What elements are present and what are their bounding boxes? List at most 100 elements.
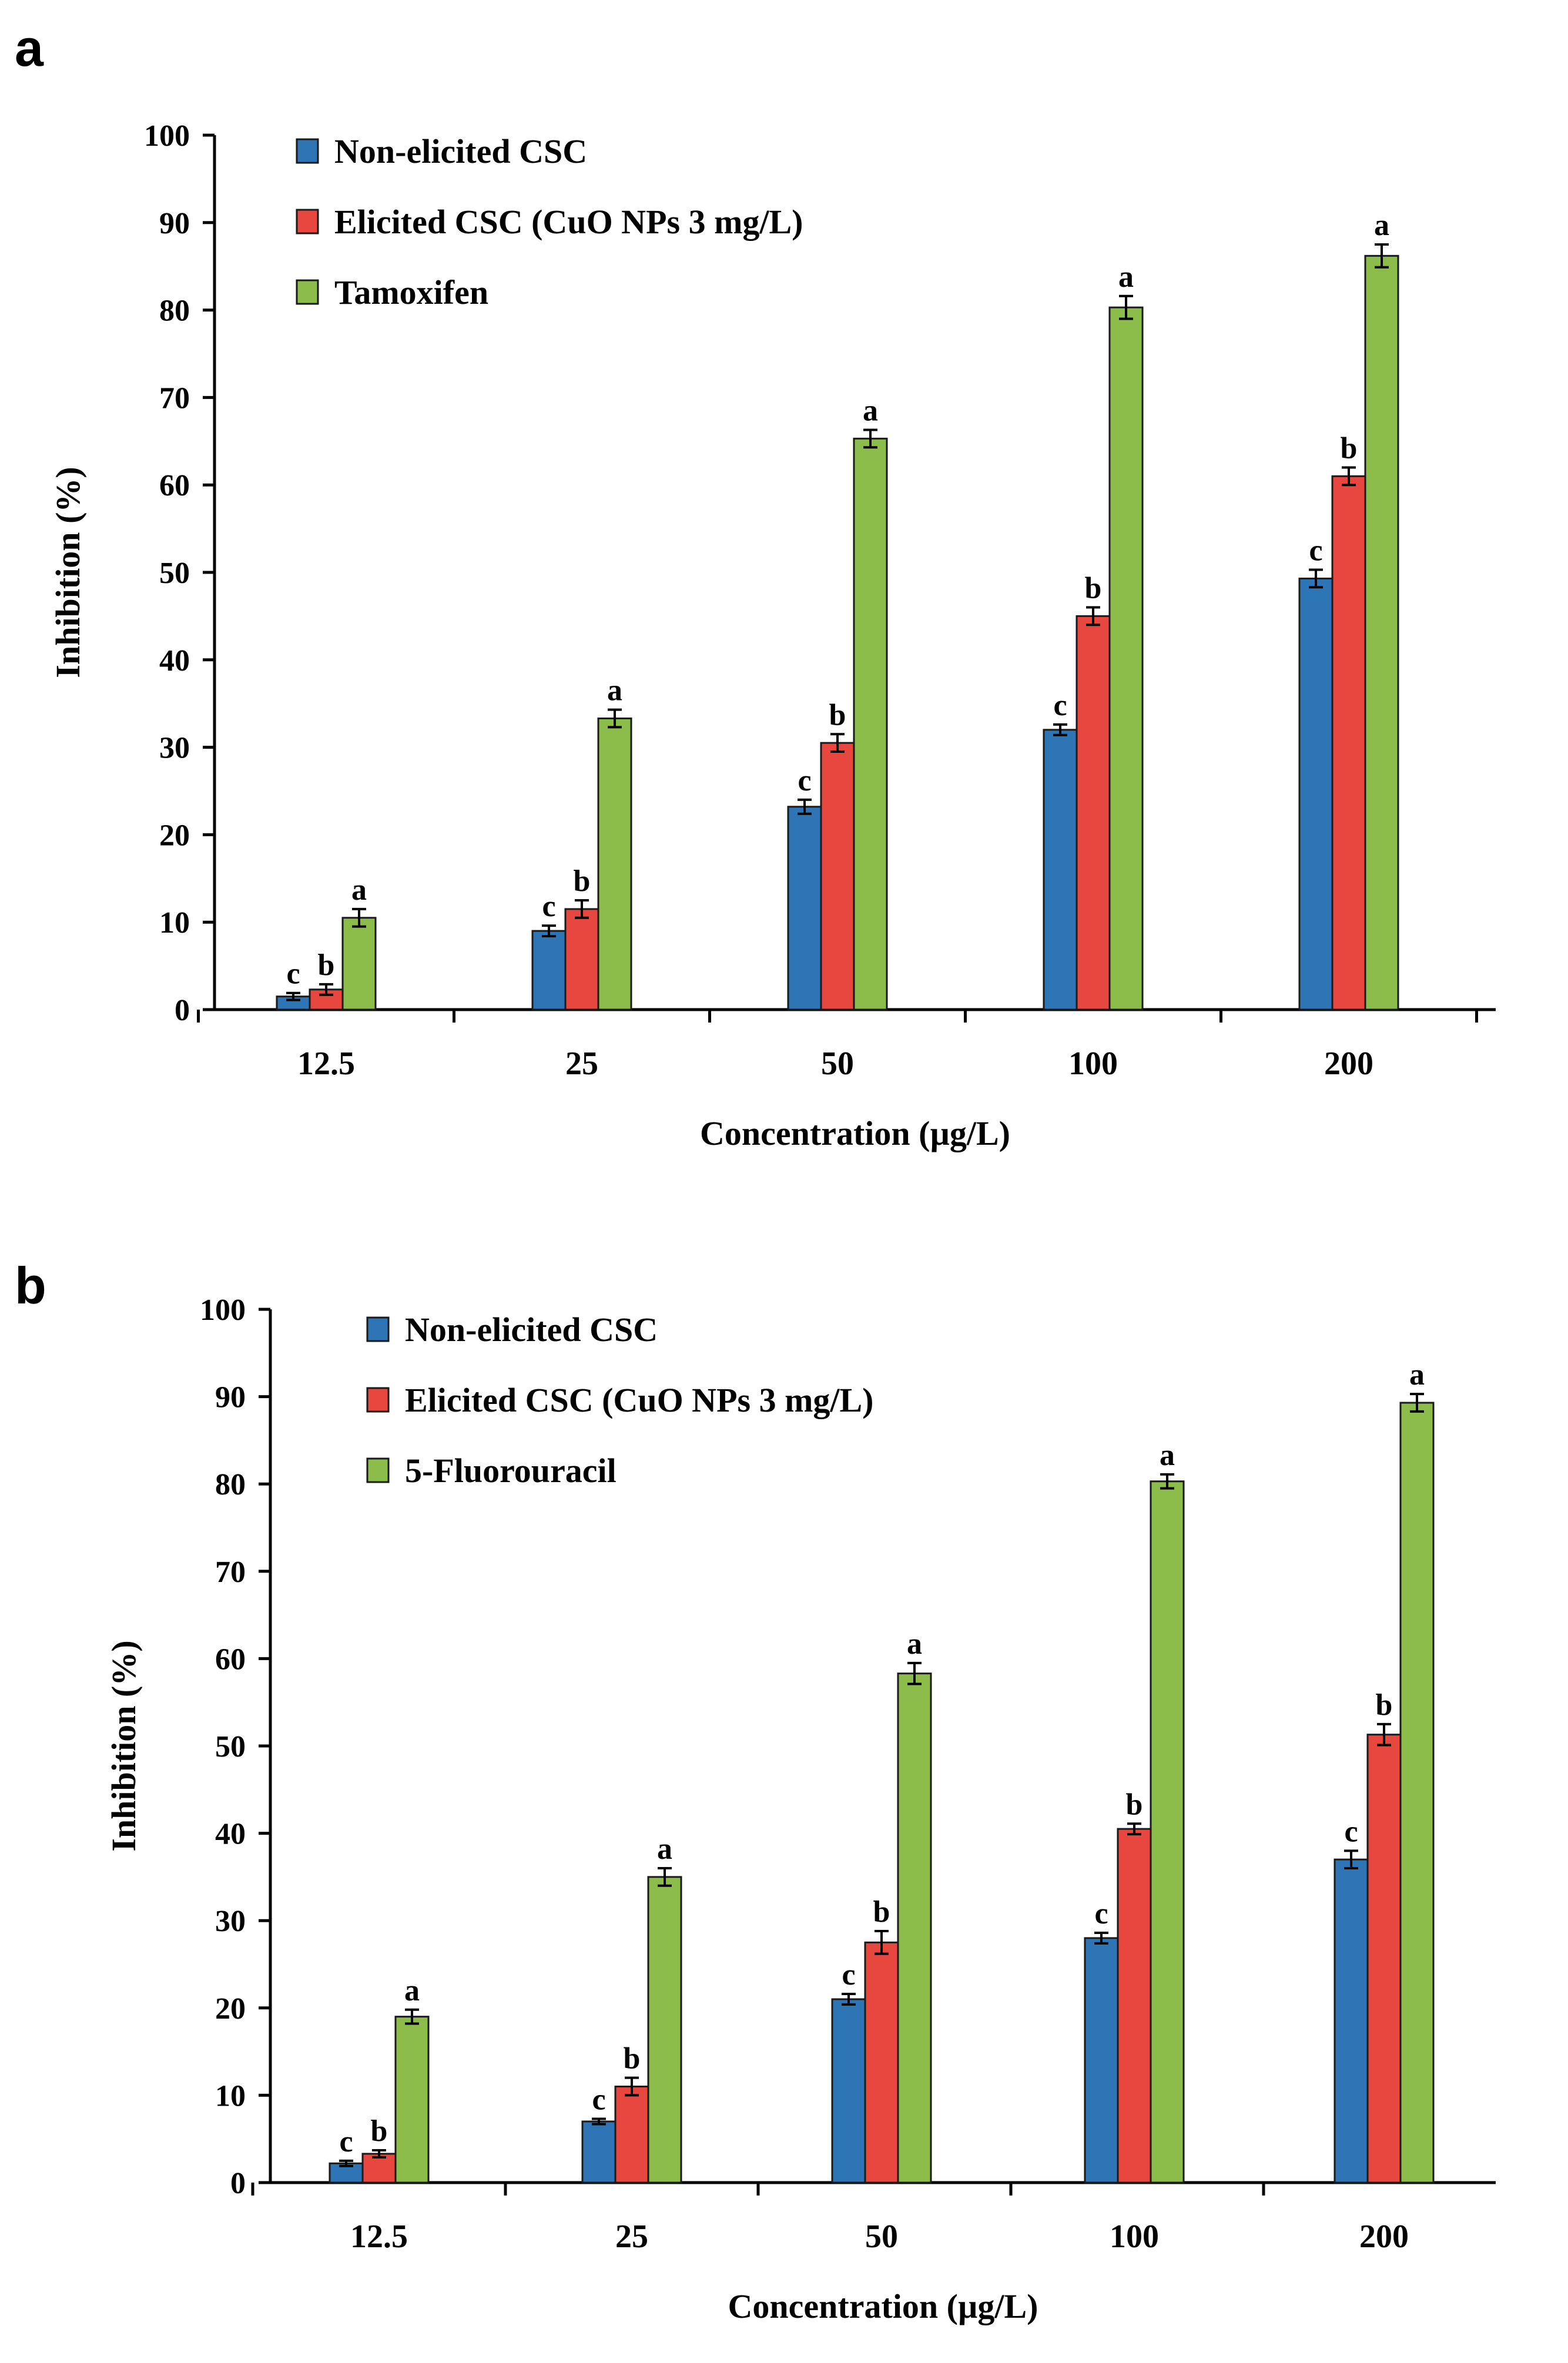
significance-letter: b bbox=[318, 948, 335, 982]
legend-label: Elicited CSC (CuO NPs 3 mg/L) bbox=[405, 1381, 874, 1419]
bar bbox=[1076, 615, 1111, 1011]
panel-label: b bbox=[15, 1256, 46, 1315]
legend-swatch bbox=[296, 138, 319, 164]
significance-letter: b bbox=[1376, 1688, 1393, 1722]
bar bbox=[1108, 306, 1144, 1011]
y-tick-label: 10 bbox=[159, 906, 190, 940]
bar bbox=[1334, 1858, 1369, 2184]
bar bbox=[597, 717, 632, 1011]
y-tick-label: 40 bbox=[215, 1818, 246, 1851]
x-tick-label: 12.5 bbox=[350, 2218, 408, 2255]
significance-letter: b bbox=[1341, 431, 1358, 465]
significance-letter: a bbox=[907, 1627, 922, 1661]
y-tick-label: 20 bbox=[159, 819, 190, 852]
bar bbox=[531, 930, 567, 1011]
bar bbox=[581, 2120, 617, 2184]
x-axis-title: Concentration (µg/L) bbox=[700, 1114, 1010, 1152]
significance-letter: a bbox=[1160, 1439, 1175, 1472]
y-axis-title: Inhibition (%) bbox=[105, 1640, 143, 1851]
y-tick-label: 40 bbox=[159, 644, 190, 678]
significance-letter: c bbox=[1053, 689, 1067, 722]
significance-letter: b bbox=[1126, 1788, 1143, 1821]
y-tick-label: 90 bbox=[159, 207, 190, 240]
y-tick-label: 0 bbox=[175, 994, 190, 1027]
bar bbox=[831, 1998, 866, 2184]
bar bbox=[1043, 729, 1078, 1011]
legend-swatch bbox=[296, 279, 319, 305]
x-tick-label: 50 bbox=[821, 1045, 854, 1082]
significance-letter: a bbox=[657, 1832, 672, 1866]
significance-letter: a bbox=[1409, 1358, 1425, 1392]
y-tick-label: 20 bbox=[215, 1992, 246, 2026]
significance-letter: b bbox=[829, 698, 846, 732]
significance-letter: b bbox=[873, 1895, 890, 1929]
bar bbox=[853, 437, 888, 1011]
bar bbox=[864, 1941, 899, 2184]
y-tick-label: 100 bbox=[144, 119, 190, 153]
x-axis-title: Concentration (µg/L) bbox=[728, 2287, 1038, 2325]
significance-letter: c bbox=[542, 890, 555, 923]
y-tick-label: 60 bbox=[215, 1643, 246, 1676]
y-axis-title: Inhibition (%) bbox=[49, 467, 87, 678]
x-tick-label: 100 bbox=[1068, 1045, 1118, 1082]
chart-panel-a: a 0 10 20 30 40 50 60 70 80 90 100 12.5 25 50 100 200 Con… bbox=[15, 19, 1496, 1152]
y-tick-label: 70 bbox=[159, 381, 190, 415]
y-tick-label: 10 bbox=[215, 2079, 246, 2113]
legend-swatch bbox=[366, 1387, 390, 1413]
x-tick-label: 200 bbox=[1324, 1045, 1373, 1082]
y-tick-label: 100 bbox=[200, 1293, 246, 1327]
chart-panel-b: b 0 10 20 30 40 50 60 70 80 90 100 12.5 25 50 100 200 Con… bbox=[15, 1256, 1496, 2325]
x-tick-label: 25 bbox=[565, 1045, 598, 1082]
bar bbox=[820, 742, 855, 1011]
significance-letter: c bbox=[798, 764, 811, 797]
y-tick-label: 80 bbox=[215, 1468, 246, 1501]
significance-letter: c bbox=[1344, 1815, 1358, 1848]
x-tick-label: 50 bbox=[865, 2218, 898, 2255]
bar bbox=[1117, 1828, 1152, 2184]
legend-swatch bbox=[366, 1316, 390, 1342]
bar bbox=[787, 806, 822, 1011]
bar bbox=[394, 2016, 430, 2184]
y-tick-label: 80 bbox=[159, 294, 190, 328]
x-tick-label: 25 bbox=[615, 2218, 648, 2255]
legend-label: Non-elicited CSC bbox=[405, 1310, 658, 1349]
bar bbox=[897, 1672, 932, 2184]
y-tick-label: 70 bbox=[215, 1556, 246, 1589]
x-tick-label: 12.5 bbox=[297, 1045, 355, 1082]
x-tick-label: 200 bbox=[1359, 2218, 1409, 2255]
y-tick-label: 30 bbox=[215, 1905, 246, 1938]
y-tick-label: 50 bbox=[215, 1730, 246, 1764]
significance-letter: a bbox=[351, 873, 367, 907]
significance-letter: c bbox=[842, 1958, 855, 1992]
significance-letter: c bbox=[1309, 534, 1322, 568]
bar bbox=[1298, 577, 1334, 1011]
y-tick-label: 50 bbox=[159, 557, 190, 590]
legend-label: Non-elicited CSC bbox=[334, 132, 587, 170]
significance-letter: b bbox=[371, 2114, 388, 2148]
bar bbox=[564, 908, 599, 1011]
bar bbox=[1150, 1480, 1185, 2184]
significance-letter: b bbox=[574, 864, 591, 898]
y-tick-label: 0 bbox=[230, 2167, 246, 2200]
bar bbox=[614, 2086, 649, 2184]
significance-letter: b bbox=[624, 2042, 641, 2076]
bar bbox=[1084, 1937, 1119, 2184]
x-tick-label: 100 bbox=[1110, 2218, 1159, 2255]
bar bbox=[1366, 1734, 1402, 2184]
bar bbox=[647, 1876, 682, 2184]
significance-letter: b bbox=[1085, 572, 1102, 605]
significance-letter: a bbox=[1118, 260, 1134, 294]
significance-letter: a bbox=[1374, 209, 1389, 242]
legend-label: 5-Fluorouracil bbox=[405, 1452, 617, 1490]
legend-label: Tamoxifen bbox=[334, 273, 488, 311]
legend-swatch bbox=[296, 209, 319, 234]
panel-label: a bbox=[15, 19, 44, 77]
legend-label: Elicited CSC (CuO NPs 3 mg/L) bbox=[334, 203, 803, 241]
y-tick-label: 30 bbox=[159, 732, 190, 765]
significance-letter: a bbox=[863, 394, 878, 427]
significance-letter: a bbox=[607, 674, 622, 708]
significance-letter: c bbox=[286, 957, 300, 991]
significance-letter: c bbox=[592, 2083, 605, 2117]
significance-letter: a bbox=[404, 1974, 420, 2007]
significance-letter: c bbox=[339, 2125, 353, 2158]
